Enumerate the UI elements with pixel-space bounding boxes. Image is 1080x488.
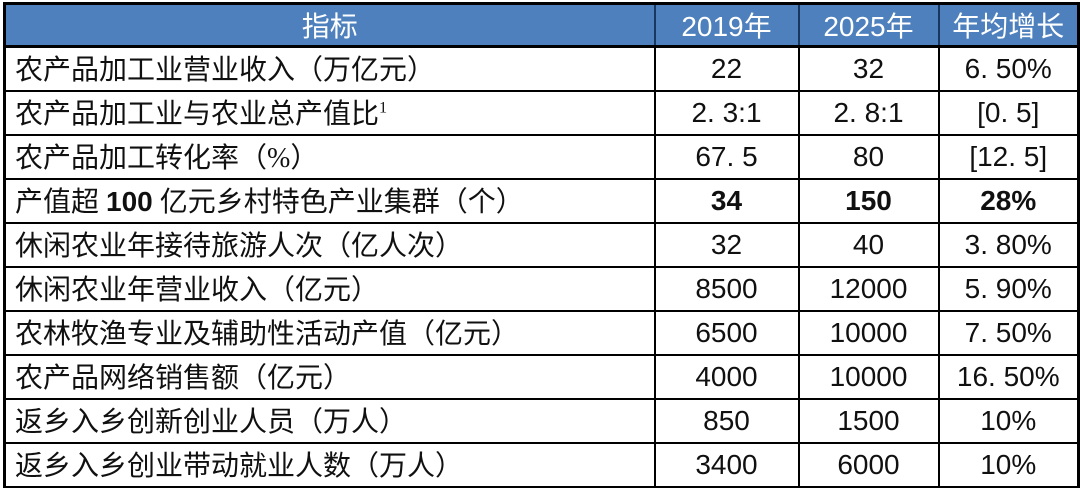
cell-2025: 12000: [797, 266, 940, 312]
cell-growth: 3. 80%: [937, 222, 1080, 268]
cell-indicator: 返乡入乡创新创业人员（万人）: [3, 398, 656, 444]
cell-2025: 40: [797, 222, 940, 268]
header-cell-indicator: 指标: [4, 2, 655, 48]
indicator-label-post: 亿元乡村特色产业集群（个）: [152, 187, 524, 218]
cell-2025: 32: [797, 45, 940, 92]
cell-2019: 4000: [653, 354, 800, 400]
cell-growth: 10%: [937, 398, 1080, 444]
cell-2019: 3400: [653, 442, 800, 488]
table-row: 返乡入乡创业带动就业人数（万人） 3400 6000 10%: [3, 442, 1080, 488]
cell-growth: 5. 90%: [937, 266, 1080, 312]
cell-indicator: 产值超 100 亿元乡村特色产业集群（个）: [3, 178, 656, 224]
table-row: 农产品网络销售额（亿元） 4000 10000 16. 50%: [3, 354, 1080, 400]
cell-growth: 10%: [937, 442, 1080, 488]
cell-2025: 10000: [797, 310, 940, 356]
header-cell-2025: 2025年: [797, 2, 939, 48]
header-row: 指标 2019年 2025年 年均增长: [4, 2, 1079, 48]
indicators-table: 指标 2019年 2025年 年均增长 农产品加工业营业收入（万亿元） 22 3…: [3, 2, 1080, 488]
header-cell-growth: 年均增长: [937, 2, 1079, 48]
cell-indicator: 农产品加工转化率（%）: [3, 134, 656, 180]
cell-2019: 6500: [653, 310, 800, 356]
indicator-label: 农产品加工业与农业总产值比: [15, 99, 380, 130]
indicator-label-bold: 100: [106, 186, 153, 217]
cell-2019: 22: [653, 45, 800, 92]
cell-indicator: 农产品加工业营业收入（万亿元）: [3, 45, 656, 92]
cell-2025: 150: [797, 178, 940, 224]
cell-2025: 1500: [797, 398, 940, 444]
cell-indicator: 休闲农业年营业收入（亿元）: [3, 266, 656, 312]
header-cell-2019: 2019年: [653, 2, 799, 48]
cell-2019: 32: [653, 222, 800, 268]
cell-growth: [12. 5]: [937, 134, 1080, 180]
table-row: 农产品加工转化率（%） 67. 5 80 [12. 5]: [3, 134, 1080, 180]
cell-growth: [0. 5]: [937, 90, 1080, 136]
table-row: 农产品加工业与农业总产值比1 2. 3:1 2. 8:1 [0. 5]: [3, 90, 1080, 136]
footnote-marker: 1: [379, 98, 388, 117]
cell-indicator: 农产品网络销售额（亿元）: [3, 354, 656, 400]
table-row: 农产品加工业营业收入（万亿元） 22 32 6. 50%: [3, 45, 1080, 92]
cell-2025: 6000: [797, 442, 940, 488]
table-row: 休闲农业年营业收入（亿元） 8500 12000 5. 90%: [3, 266, 1080, 312]
cell-2019: 850: [653, 398, 800, 444]
cell-2025: 10000: [797, 354, 940, 400]
cell-growth: 7. 50%: [937, 310, 1080, 356]
table-row: 休闲农业年接待旅游人次（亿人次） 32 40 3. 80%: [3, 222, 1080, 268]
table-row: 返乡入乡创新创业人员（万人） 850 1500 10%: [3, 398, 1080, 444]
cell-2019: 34: [653, 178, 800, 224]
cell-indicator: 休闲农业年接待旅游人次（亿人次）: [3, 222, 656, 268]
indicator-label-pre: 产值超: [15, 187, 107, 218]
cell-2025: 2. 8:1: [797, 90, 940, 136]
cell-2025: 80: [797, 134, 940, 180]
table-row: 产值超 100 亿元乡村特色产业集群（个） 34 150 28%: [3, 178, 1080, 224]
cell-2019: 8500: [653, 266, 800, 312]
cell-growth: 6. 50%: [937, 45, 1080, 92]
cell-indicator: 返乡入乡创业带动就业人数（万人）: [3, 442, 656, 488]
cell-2019: 2. 3:1: [653, 90, 800, 136]
cell-indicator: 农产品加工业与农业总产值比1: [3, 90, 656, 136]
table-row: 农林牧渔专业及辅助性活动产值（亿元） 6500 10000 7. 50%: [3, 310, 1080, 356]
cell-growth: 28%: [937, 178, 1080, 224]
cell-2019: 67. 5: [653, 134, 800, 180]
cell-indicator: 农林牧渔专业及辅助性活动产值（亿元）: [3, 310, 656, 356]
cell-growth: 16. 50%: [937, 354, 1080, 400]
